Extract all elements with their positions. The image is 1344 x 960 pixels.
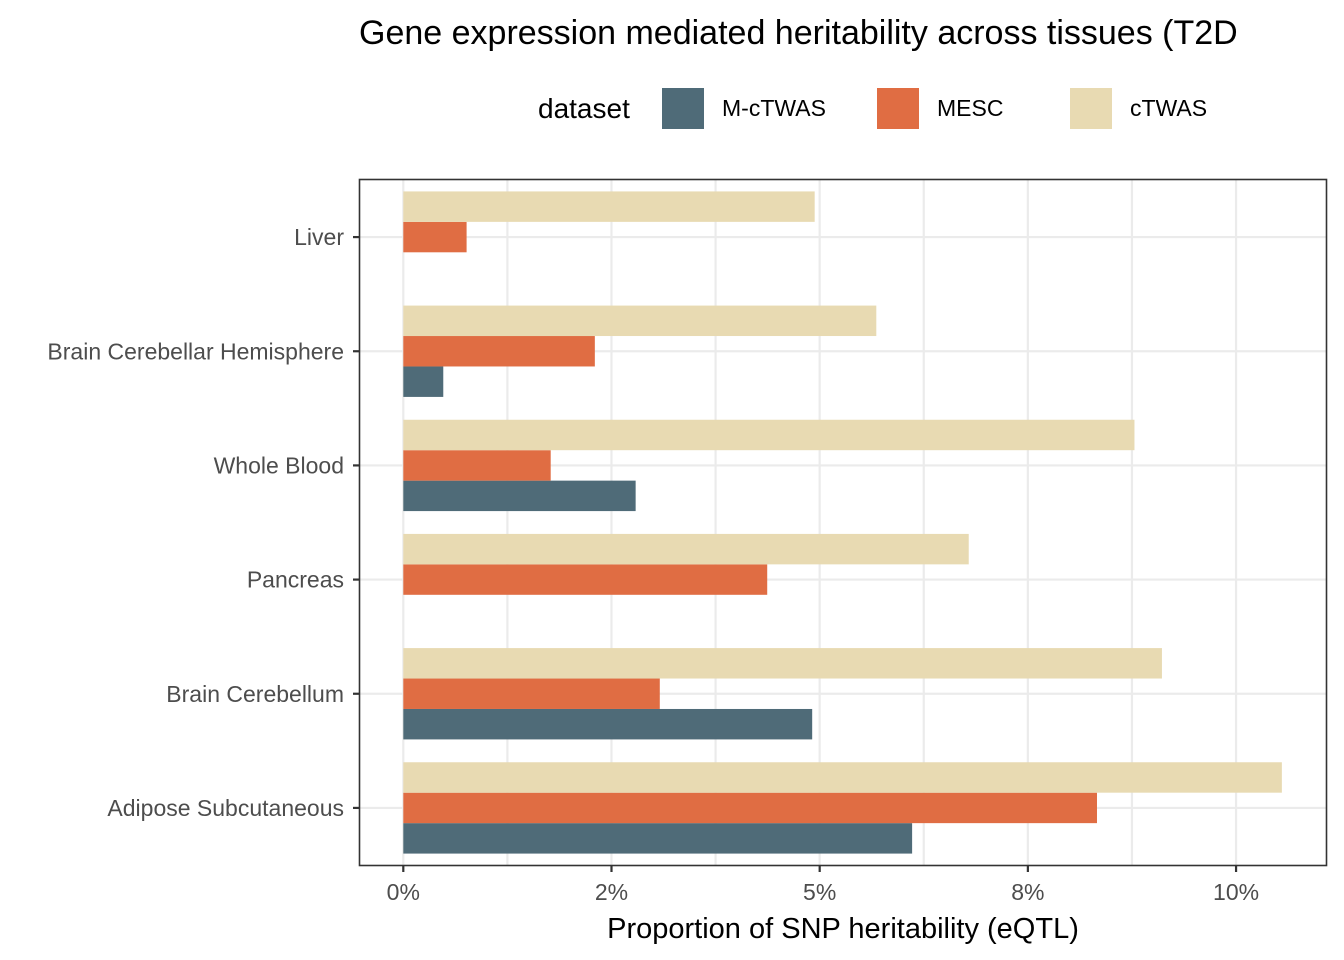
x-axis: 0% 2% 5% 8% 10%: [387, 865, 1259, 905]
x-tick-label: 5%: [803, 879, 836, 905]
bar-mesc-whole-blood: [403, 450, 551, 481]
bar-ctwas-brain-cerebellum: [403, 648, 1162, 679]
legend-label-mesc: MESC: [937, 95, 1003, 121]
legend-label-ctwas: cTWAS: [1130, 95, 1207, 121]
bars: [403, 191, 1282, 854]
legend-label-m-ctwas: M-cTWAS: [722, 95, 826, 121]
x-tick-label: 2%: [595, 879, 628, 905]
bar-mesc-brain-cerebellar-hemisphere: [403, 336, 595, 367]
y-tick-label: Brain Cerebellum: [166, 681, 344, 707]
bar-ctwas-brain-cerebellar-hemisphere: [403, 305, 877, 337]
x-tick-label: 10%: [1213, 879, 1259, 905]
y-axis: Adipose Subcutaneous Brain Cerebellum Panc…: [47, 224, 360, 821]
legend-key-m-ctwas: [662, 88, 704, 129]
bar-ctwas-adipose-subcutaneous: [403, 762, 1282, 793]
chart-title: Gene expression mediated heritability ac…: [359, 14, 1238, 52]
legend-key-ctwas: [1070, 88, 1112, 129]
y-tick-label: Liver: [294, 224, 344, 250]
x-axis-title: Proportion of SNP heritability (eQTL): [607, 913, 1079, 945]
bar-m-ctwas-adipose-subcutaneous: [403, 823, 913, 854]
legend-key-mesc: [877, 88, 919, 129]
bar-mesc-pancreas: [403, 564, 768, 595]
bar-m-ctwas-brain-cerebellar-hemisphere: [403, 366, 444, 397]
y-tick-label: Whole Blood: [214, 452, 344, 478]
bar-ctwas-liver: [403, 191, 815, 222]
x-tick-label: 8%: [1011, 879, 1044, 905]
legend: dataset M-cTWAS MESC cTWAS: [538, 88, 1207, 129]
bar-mesc-adipose-subcutaneous: [403, 792, 1097, 824]
bar-ctwas-whole-blood: [403, 419, 1135, 451]
bar-m-ctwas-brain-cerebellum: [403, 708, 813, 740]
y-tick-label: Brain Cerebellar Hemisphere: [47, 338, 344, 364]
y-tick-label: Adipose Subcutaneous: [107, 795, 344, 821]
bar-mesc-liver: [403, 221, 467, 253]
x-tick-label: 0%: [387, 879, 420, 905]
y-tick-label: Pancreas: [247, 567, 344, 593]
legend-title: dataset: [538, 93, 630, 124]
plot-panel: [358, 178, 1328, 867]
bar-m-ctwas-whole-blood: [403, 480, 636, 512]
bar-ctwas-pancreas: [403, 533, 969, 565]
bar-mesc-brain-cerebellum: [403, 678, 660, 709]
